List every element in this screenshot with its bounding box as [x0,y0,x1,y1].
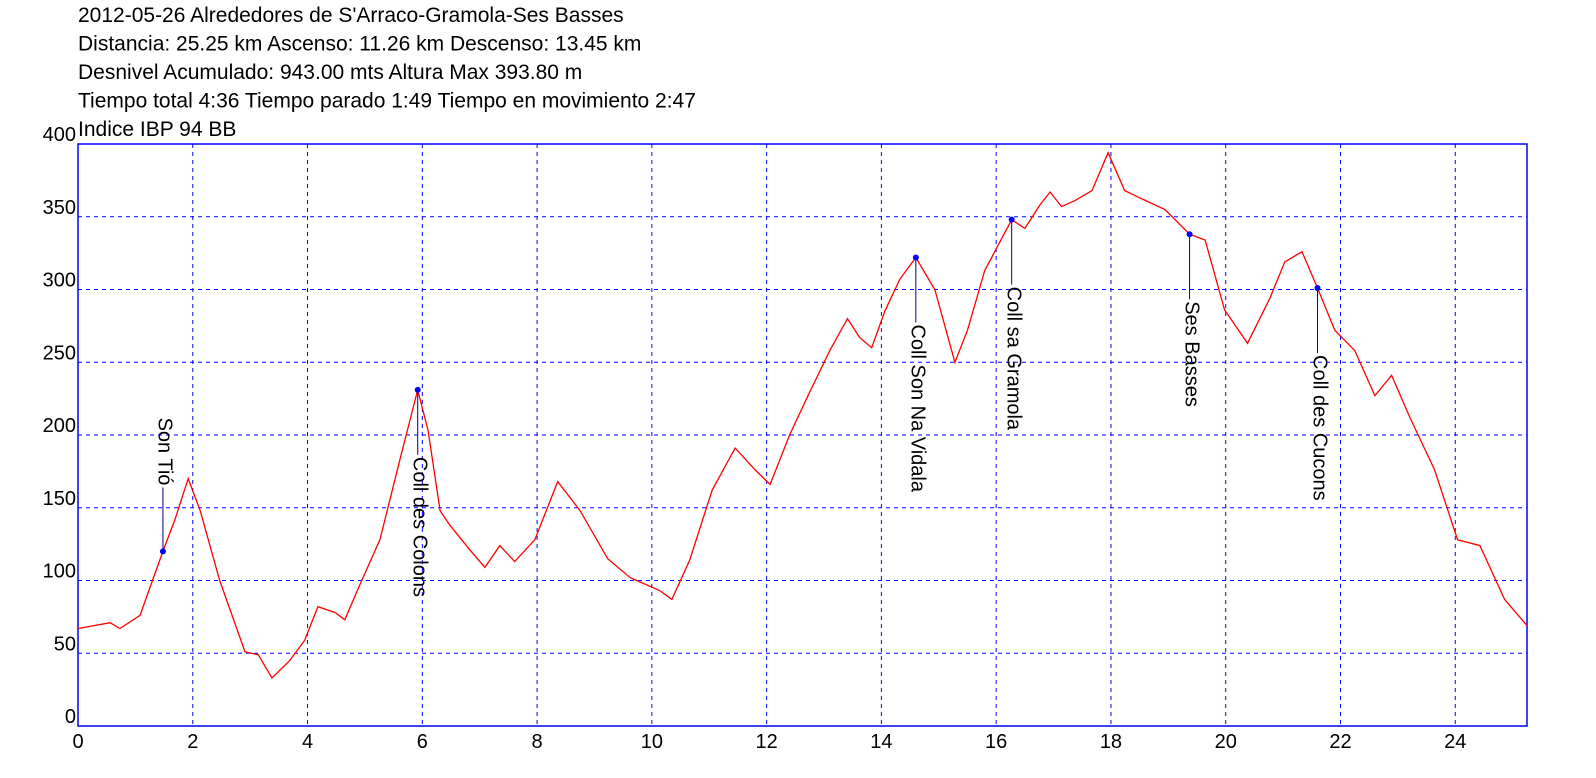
plot-border [77,143,1528,727]
waypoint-label: Son Tió [154,418,176,486]
y-tick-label: 100 [43,561,76,583]
y-tick-label: 150 [43,488,76,510]
waypoint-label: Coll sa Gramola [1002,287,1024,431]
y-tick-label: 300 [43,270,76,292]
waypoint-marker [159,548,166,555]
x-tick-label: 24 [1444,731,1466,753]
waypoint-marker [1186,231,1193,238]
waypoint-marker [1008,216,1015,223]
x-tick-label: 14 [870,731,892,753]
x-tick-label: 6 [417,731,428,753]
x-tick-label: 22 [1329,731,1351,753]
title-line: Distancia: 25.25 km Ascenso: 11.26 km De… [78,33,641,56]
waypoint-label: Ses Basses [1180,301,1202,407]
x-tick-label: 2 [187,731,198,753]
y-tick-label: 350 [43,197,76,219]
x-tick-label: 4 [302,731,313,753]
y-tick-label: 50 [54,633,76,655]
x-tick-label: 16 [985,731,1007,753]
y-tick-label: 200 [43,415,76,437]
y-tick-label: 400 [43,124,76,146]
x-tick-label: 0 [72,731,83,753]
x-tick-label: 12 [756,731,778,753]
waypoint-marker [414,386,421,393]
x-tick-label: 20 [1215,731,1237,753]
title-line: 2012-05-26 Alrededores de S'Arraco-Gramo… [78,4,624,27]
waypoint-label: Coll des Colons [408,457,430,597]
title-line: Tiempo total 4:36 Tiempo parado 1:49 Tie… [78,90,696,113]
y-tick-label: 0 [65,706,76,728]
x-tick-label: 8 [532,731,543,753]
x-tick-label: 18 [1100,731,1122,753]
waypoint-marker [912,254,919,261]
waypoint-label: Coll des Cucons [1308,355,1330,501]
x-tick-label: 10 [641,731,663,753]
title-line: Indice IBP 94 BB [78,118,236,141]
waypoint-label: Coll Son Na Vidala [907,324,929,492]
waypoint-marker [1314,285,1321,292]
y-tick-label: 250 [43,342,76,364]
elevation-line [77,151,1528,680]
title-line: Desnivel Acumulado: 943.00 mts Altura Ma… [78,61,582,84]
